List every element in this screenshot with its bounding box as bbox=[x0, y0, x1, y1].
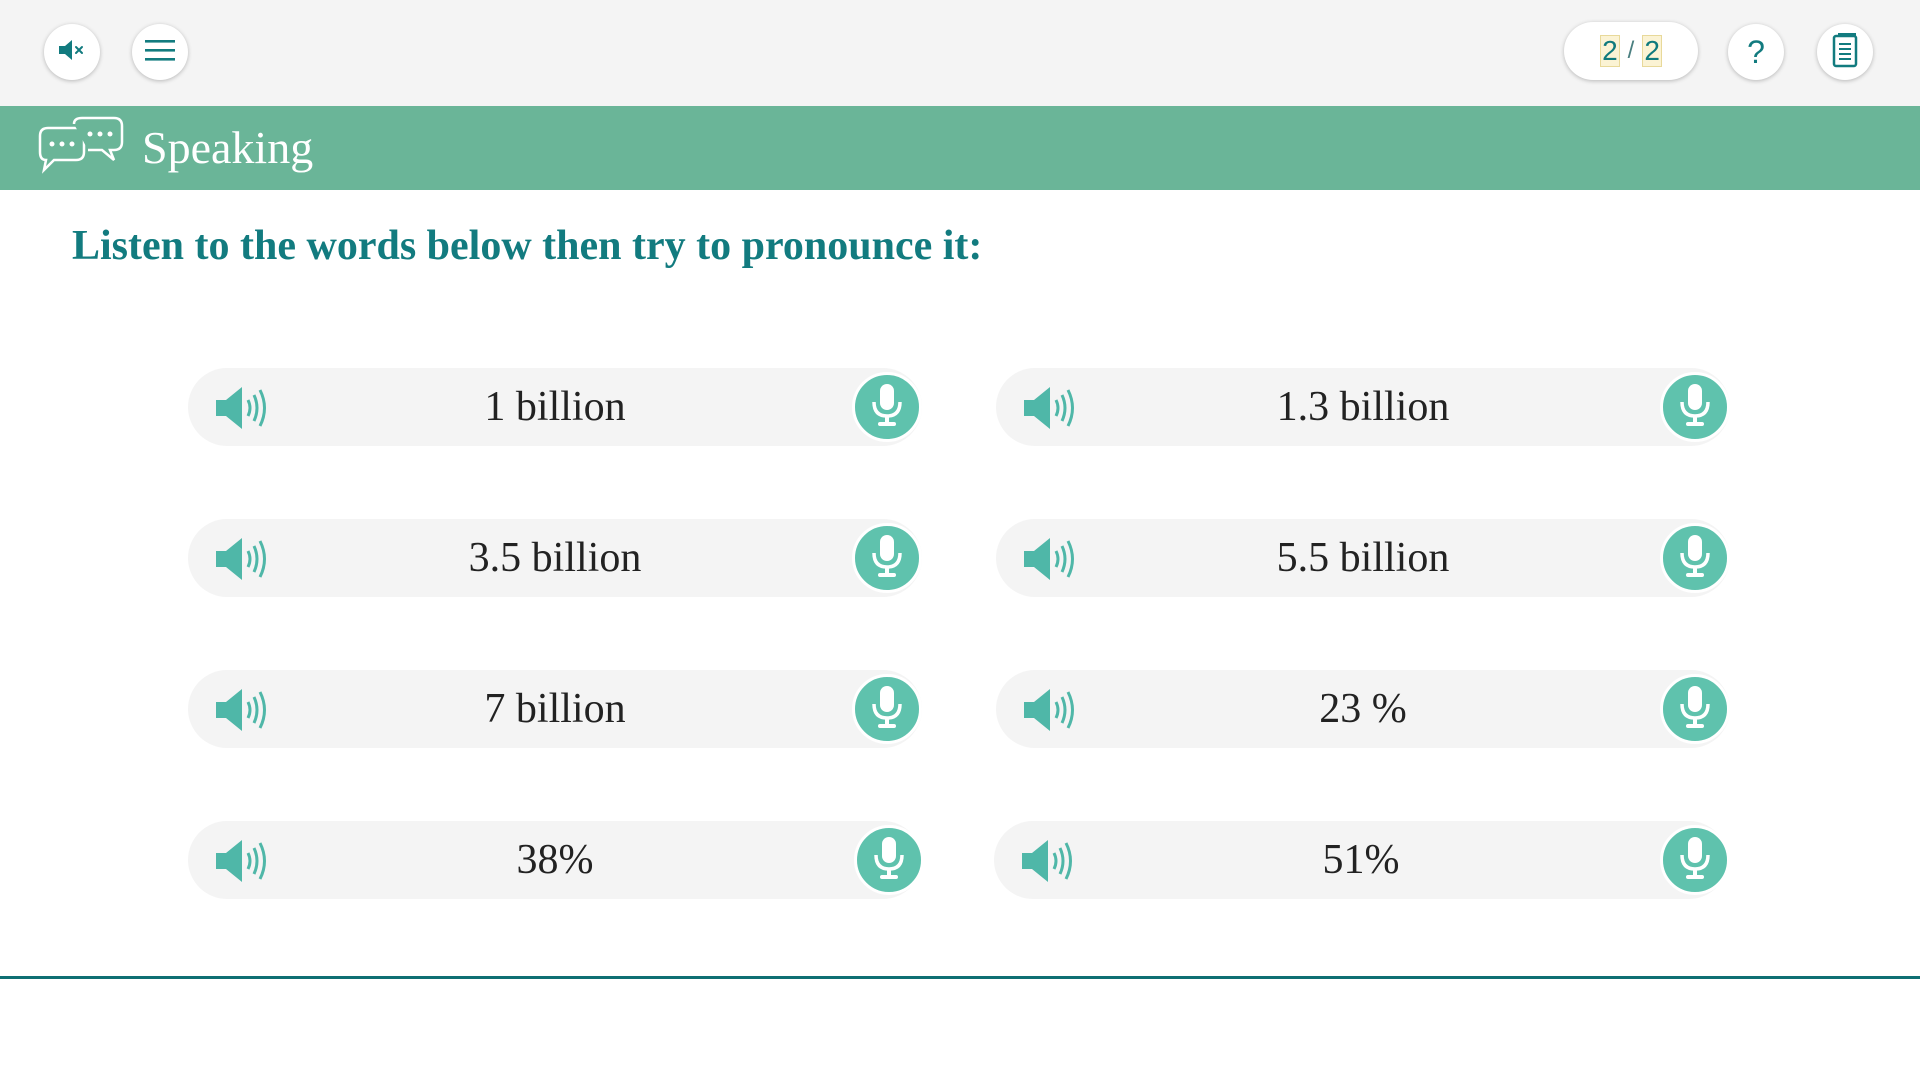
word-label: 1.3 billion bbox=[1276, 384, 1450, 430]
word-item: 7 billion bbox=[188, 670, 922, 748]
total-pages: 2 bbox=[1642, 35, 1662, 67]
microphone-icon bbox=[870, 533, 904, 584]
microphone-icon bbox=[1678, 835, 1712, 886]
word-item: 38% bbox=[188, 821, 924, 899]
speaker-icon[interactable] bbox=[214, 536, 272, 582]
microphone-icon bbox=[870, 382, 904, 433]
instruction-text: Listen to the words below then try to pr… bbox=[72, 223, 983, 269]
current-page: 2 bbox=[1600, 35, 1620, 67]
word-label: 3.5 billion bbox=[468, 535, 642, 581]
speaker-muted-icon bbox=[57, 38, 87, 67]
record-button[interactable] bbox=[1660, 523, 1730, 593]
word-item: 23 % bbox=[996, 670, 1730, 748]
record-button[interactable] bbox=[852, 674, 922, 744]
top-toolbar: 2 / 2 ? bbox=[0, 0, 1920, 106]
hamburger-menu-icon bbox=[145, 38, 175, 67]
word-item: 1 billion bbox=[188, 368, 922, 446]
notebook-icon bbox=[1832, 32, 1858, 73]
record-button[interactable] bbox=[1660, 825, 1730, 895]
microphone-icon bbox=[1678, 684, 1712, 735]
record-button[interactable] bbox=[852, 523, 922, 593]
speaker-icon[interactable] bbox=[214, 385, 272, 431]
speaker-icon[interactable] bbox=[1020, 838, 1078, 884]
word-item: 51% bbox=[994, 821, 1730, 899]
speaker-icon[interactable] bbox=[214, 838, 272, 884]
speaker-icon[interactable] bbox=[1022, 536, 1080, 582]
word-item: 5.5 billion bbox=[996, 519, 1730, 597]
word-label: 23 % bbox=[1319, 686, 1407, 732]
word-item: 1.3 billion bbox=[996, 368, 1730, 446]
page-separator: / bbox=[1627, 37, 1635, 64]
section-banner: Speaking bbox=[0, 106, 1920, 190]
word-item: 3.5 billion bbox=[188, 519, 922, 597]
mute-button[interactable] bbox=[44, 24, 100, 80]
microphone-icon bbox=[1678, 533, 1712, 584]
record-button[interactable] bbox=[854, 825, 924, 895]
word-label: 51% bbox=[1322, 837, 1400, 883]
microphone-icon bbox=[872, 835, 906, 886]
speech-bubbles-icon bbox=[34, 116, 124, 183]
speaker-icon[interactable] bbox=[214, 687, 272, 733]
word-label: 5.5 billion bbox=[1276, 535, 1450, 581]
microphone-icon bbox=[1678, 382, 1712, 433]
speaker-icon[interactable] bbox=[1022, 385, 1080, 431]
word-label: 7 billion bbox=[484, 686, 626, 732]
word-label: 38% bbox=[516, 837, 594, 883]
word-label: 1 billion bbox=[484, 384, 626, 430]
footer-divider bbox=[0, 976, 1920, 979]
section-title: Speaking bbox=[142, 122, 314, 173]
speaker-icon[interactable] bbox=[1022, 687, 1080, 733]
menu-button[interactable] bbox=[132, 24, 188, 80]
record-button[interactable] bbox=[1660, 372, 1730, 442]
record-button[interactable] bbox=[852, 372, 922, 442]
help-label: ? bbox=[1747, 33, 1765, 70]
microphone-icon bbox=[870, 684, 904, 735]
record-button[interactable] bbox=[1660, 674, 1730, 744]
page-counter: 2 / 2 bbox=[1564, 22, 1698, 80]
help-button[interactable]: ? bbox=[1728, 24, 1784, 80]
notes-button[interactable] bbox=[1817, 24, 1873, 80]
